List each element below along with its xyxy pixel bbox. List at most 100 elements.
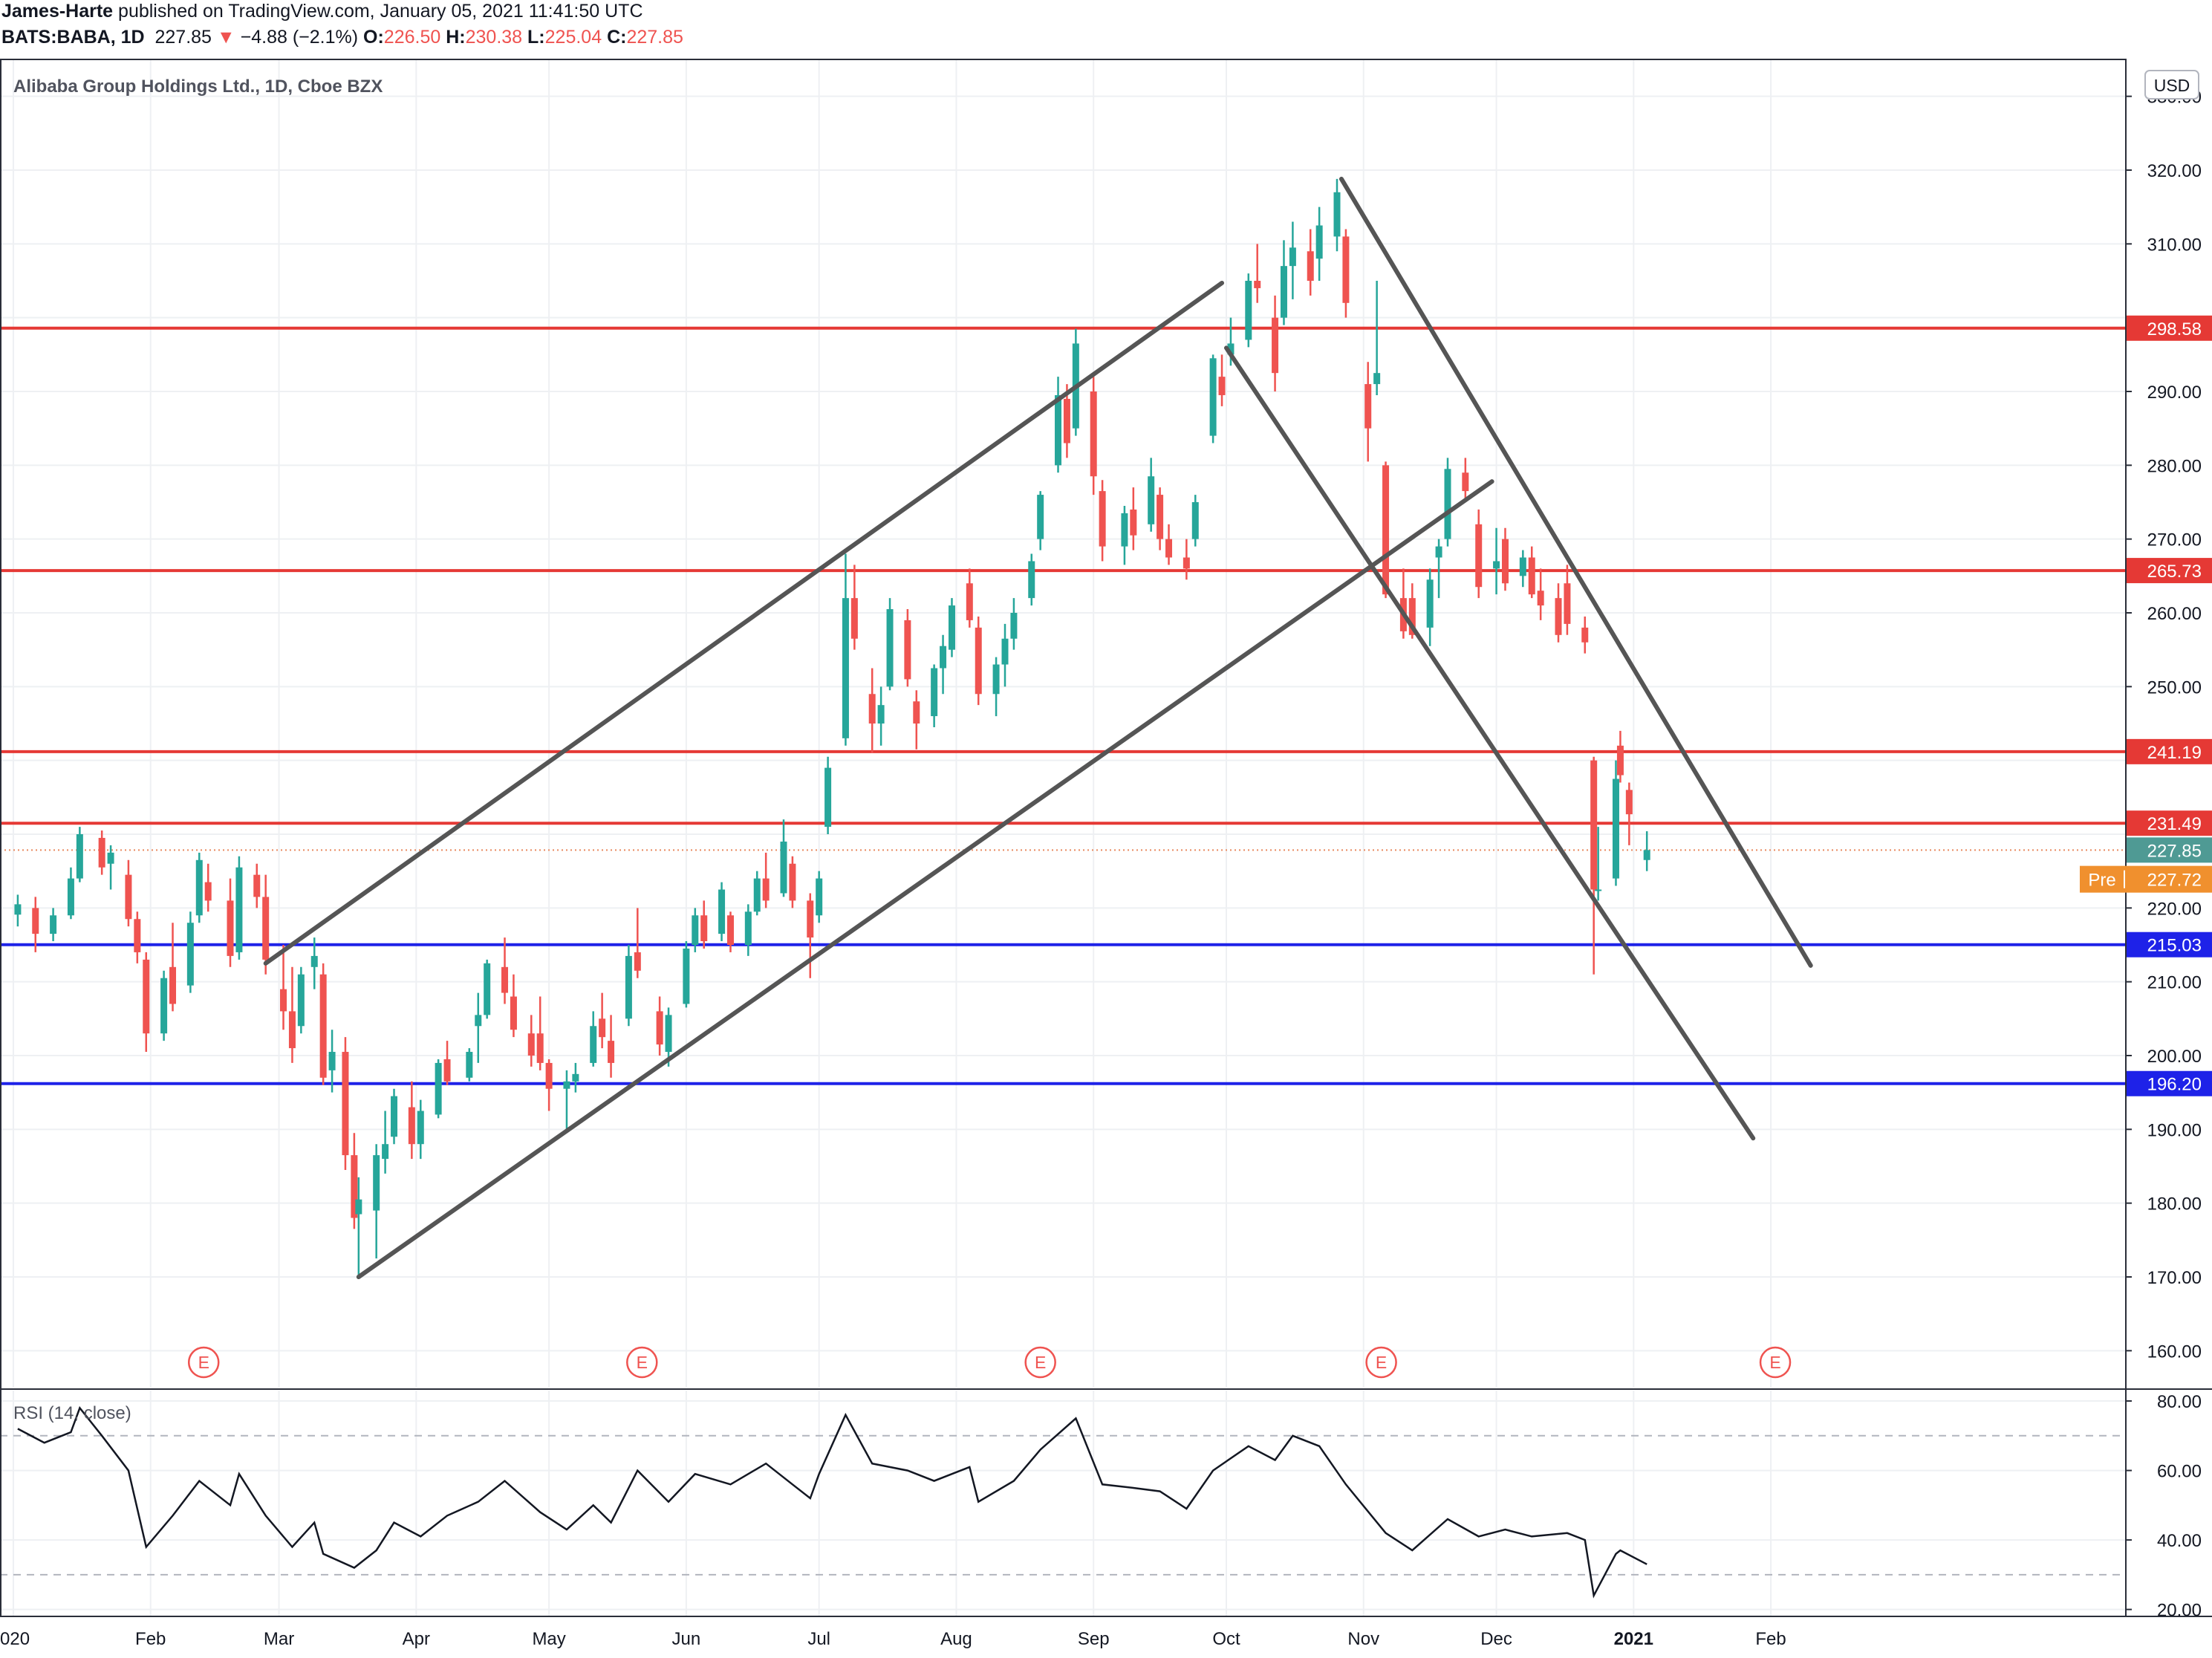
candle-down bbox=[98, 830, 105, 875]
candle-body bbox=[563, 1081, 570, 1089]
candle-body bbox=[886, 609, 894, 687]
price-tick-label: 270.00 bbox=[2147, 530, 2202, 550]
candle-down bbox=[408, 1081, 415, 1160]
candle-body bbox=[195, 859, 203, 916]
candle-down bbox=[1537, 568, 1544, 620]
candle-up bbox=[1245, 273, 1252, 348]
price-tick-label: 210.00 bbox=[2147, 973, 2202, 993]
candle-up bbox=[1333, 178, 1341, 252]
candle-body bbox=[408, 1107, 415, 1145]
candle-up bbox=[435, 1059, 442, 1119]
candle-body bbox=[160, 978, 168, 1034]
candle-body bbox=[1537, 591, 1544, 606]
candle-down bbox=[1555, 583, 1562, 643]
candle-body bbox=[1090, 391, 1097, 477]
price-tick-label: 250.00 bbox=[2147, 677, 2202, 698]
earnings-label: E bbox=[1769, 1353, 1780, 1372]
candle-body bbox=[1191, 502, 1199, 539]
candle-body bbox=[1612, 778, 1619, 879]
candle-body bbox=[319, 974, 327, 1078]
low-label: L: bbox=[527, 27, 545, 48]
earnings-marker: E bbox=[1024, 1346, 1056, 1379]
candle-down bbox=[1475, 509, 1483, 599]
rsi-tick-label: 80.00 bbox=[2157, 1392, 2202, 1412]
candle-down bbox=[351, 1133, 358, 1229]
candle-body bbox=[262, 897, 270, 960]
candle-up bbox=[1643, 831, 1650, 871]
candle-body bbox=[656, 1011, 663, 1045]
candle-body bbox=[253, 874, 261, 897]
candle-up bbox=[186, 911, 194, 993]
currency-button[interactable]: USD bbox=[2144, 70, 2199, 100]
earnings-circle bbox=[1365, 1346, 1397, 1379]
down-arrow-icon: ▼ bbox=[216, 27, 235, 48]
candles bbox=[14, 178, 1650, 1277]
candle-body bbox=[1581, 627, 1589, 643]
candle-down bbox=[32, 897, 39, 952]
candle-up bbox=[563, 1070, 570, 1130]
candle-up bbox=[816, 871, 823, 923]
candle-body bbox=[762, 878, 770, 901]
candle-body bbox=[1227, 343, 1235, 355]
candle-body bbox=[824, 767, 832, 828]
candle-body bbox=[1643, 850, 1650, 860]
high-value: 230.38 bbox=[465, 27, 523, 48]
time-axis-label: Feb bbox=[135, 1629, 166, 1649]
candle-body bbox=[1028, 561, 1035, 599]
level-label-bg bbox=[2127, 738, 2212, 764]
candle-body bbox=[599, 1018, 606, 1038]
author-name[interactable]: James-Harte bbox=[1, 1, 114, 22]
candle-down bbox=[656, 996, 663, 1056]
candle-down bbox=[536, 996, 544, 1070]
candle-body bbox=[1183, 557, 1190, 569]
candle-body bbox=[683, 948, 690, 1004]
chart-header: James-Harte published on TradingView.com… bbox=[0, 0, 2212, 56]
candle-body bbox=[1254, 281, 1261, 288]
candle-down bbox=[1183, 539, 1190, 580]
candle-body bbox=[850, 598, 858, 639]
price-tick-label: 190.00 bbox=[2147, 1120, 2202, 1140]
candle-body bbox=[204, 882, 212, 901]
premarket-value: 227.72 bbox=[2147, 871, 2202, 891]
candle-up bbox=[948, 598, 955, 657]
candle-up bbox=[14, 894, 22, 927]
candle-up bbox=[992, 657, 1000, 717]
candle-body bbox=[1475, 524, 1483, 588]
candle-body bbox=[297, 974, 305, 1027]
candle-body bbox=[67, 878, 74, 916]
candle-body bbox=[1528, 557, 1535, 595]
candle-body bbox=[1289, 247, 1296, 267]
candle-down bbox=[904, 609, 911, 687]
currency-label: USD bbox=[2154, 76, 2190, 95]
time-axis-label: Apr bbox=[403, 1629, 430, 1649]
symbol-label: BATS:BABA, 1D bbox=[1, 27, 145, 48]
candle-body bbox=[1157, 495, 1164, 539]
candle-body bbox=[1364, 384, 1372, 429]
price-tick-label: 290.00 bbox=[2147, 383, 2202, 403]
candle-down bbox=[510, 974, 517, 1038]
candle-up bbox=[382, 1111, 389, 1174]
level-label: 241.19 bbox=[2127, 738, 2212, 764]
candle-up bbox=[1595, 827, 1602, 901]
candle-body bbox=[1519, 557, 1526, 576]
candle-body bbox=[435, 1062, 442, 1115]
candle-up bbox=[1209, 354, 1217, 443]
candle-body bbox=[510, 996, 517, 1030]
candle-up bbox=[842, 553, 849, 746]
candle-body bbox=[1462, 472, 1469, 492]
candle-body bbox=[1037, 495, 1044, 539]
candle-body bbox=[1564, 583, 1571, 624]
candle-down bbox=[262, 874, 270, 975]
candle-up bbox=[572, 1062, 579, 1093]
candle-body bbox=[443, 1059, 451, 1082]
candle-body bbox=[391, 1096, 398, 1137]
earnings-circle bbox=[187, 1346, 220, 1379]
earnings-circle bbox=[626, 1346, 658, 1379]
candle-up bbox=[1435, 539, 1442, 599]
candle-body bbox=[1501, 539, 1509, 584]
candle-up bbox=[76, 827, 83, 882]
time-axis-label: Aug bbox=[940, 1629, 972, 1649]
candle-body bbox=[1426, 579, 1434, 628]
candle-body bbox=[186, 923, 194, 986]
